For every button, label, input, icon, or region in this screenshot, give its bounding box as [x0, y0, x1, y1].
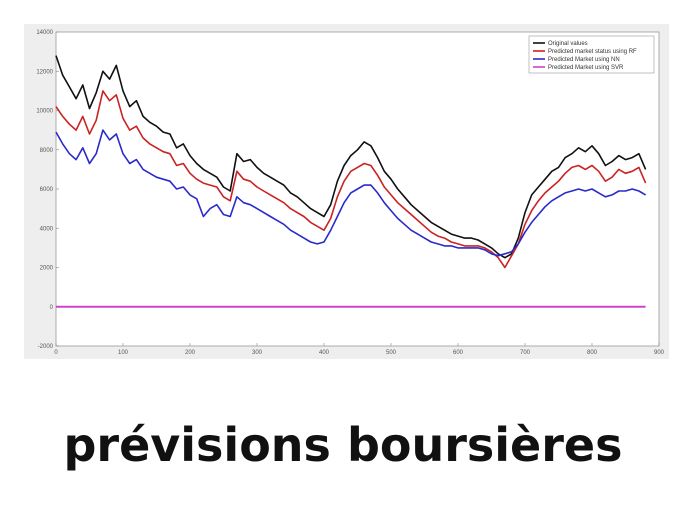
legend-box — [528, 35, 655, 74]
y-tick-label: 4000 — [40, 226, 54, 232]
y-tick-label: 10000 — [36, 109, 53, 115]
y-tick-label: -2000 — [38, 344, 54, 350]
legend-label-4: Predicted Market using SVR — [548, 65, 624, 71]
y-tick-label: 12000 — [36, 69, 53, 75]
y-tick-label: 2000 — [40, 266, 54, 272]
series-line-2 — [55, 90, 647, 269]
x-tick-label: 700 — [520, 350, 531, 356]
x-tick-label: 0 — [54, 350, 58, 356]
legend-label-3: Predicted Market using NN — [548, 57, 620, 63]
x-tick-label: 800 — [587, 350, 598, 356]
y-tick-label: 14000 — [36, 30, 53, 36]
legend-label-1: Original values — [548, 41, 588, 47]
x-tick-label: 300 — [252, 350, 263, 356]
y-tick-label: 6000 — [40, 187, 54, 193]
chart-figure: 0 100 200 300 400 500 600 700 800 900 -2000 0 2000 40… — [24, 24, 669, 359]
series-line-1 — [55, 55, 647, 259]
x-tick-label: 600 — [453, 350, 464, 356]
line-chart: 0 100 200 300 400 500 600 700 800 900-20000200040… — [36, 30, 665, 356]
x-tick-label: 900 — [654, 350, 665, 356]
series-line-3 — [55, 129, 647, 257]
x-tick-label: 200 — [185, 350, 196, 356]
y-tick-label: 0 — [50, 305, 54, 311]
y-tick-label: 8000 — [40, 148, 54, 154]
x-tick-label: 500 — [386, 350, 397, 356]
legend-label-2: Predicted market status using RF — [548, 49, 637, 55]
x-tick-label: 100 — [118, 350, 129, 356]
x-tick-label: 400 — [319, 350, 330, 356]
caption-title: prévisions boursières — [63, 418, 623, 472]
